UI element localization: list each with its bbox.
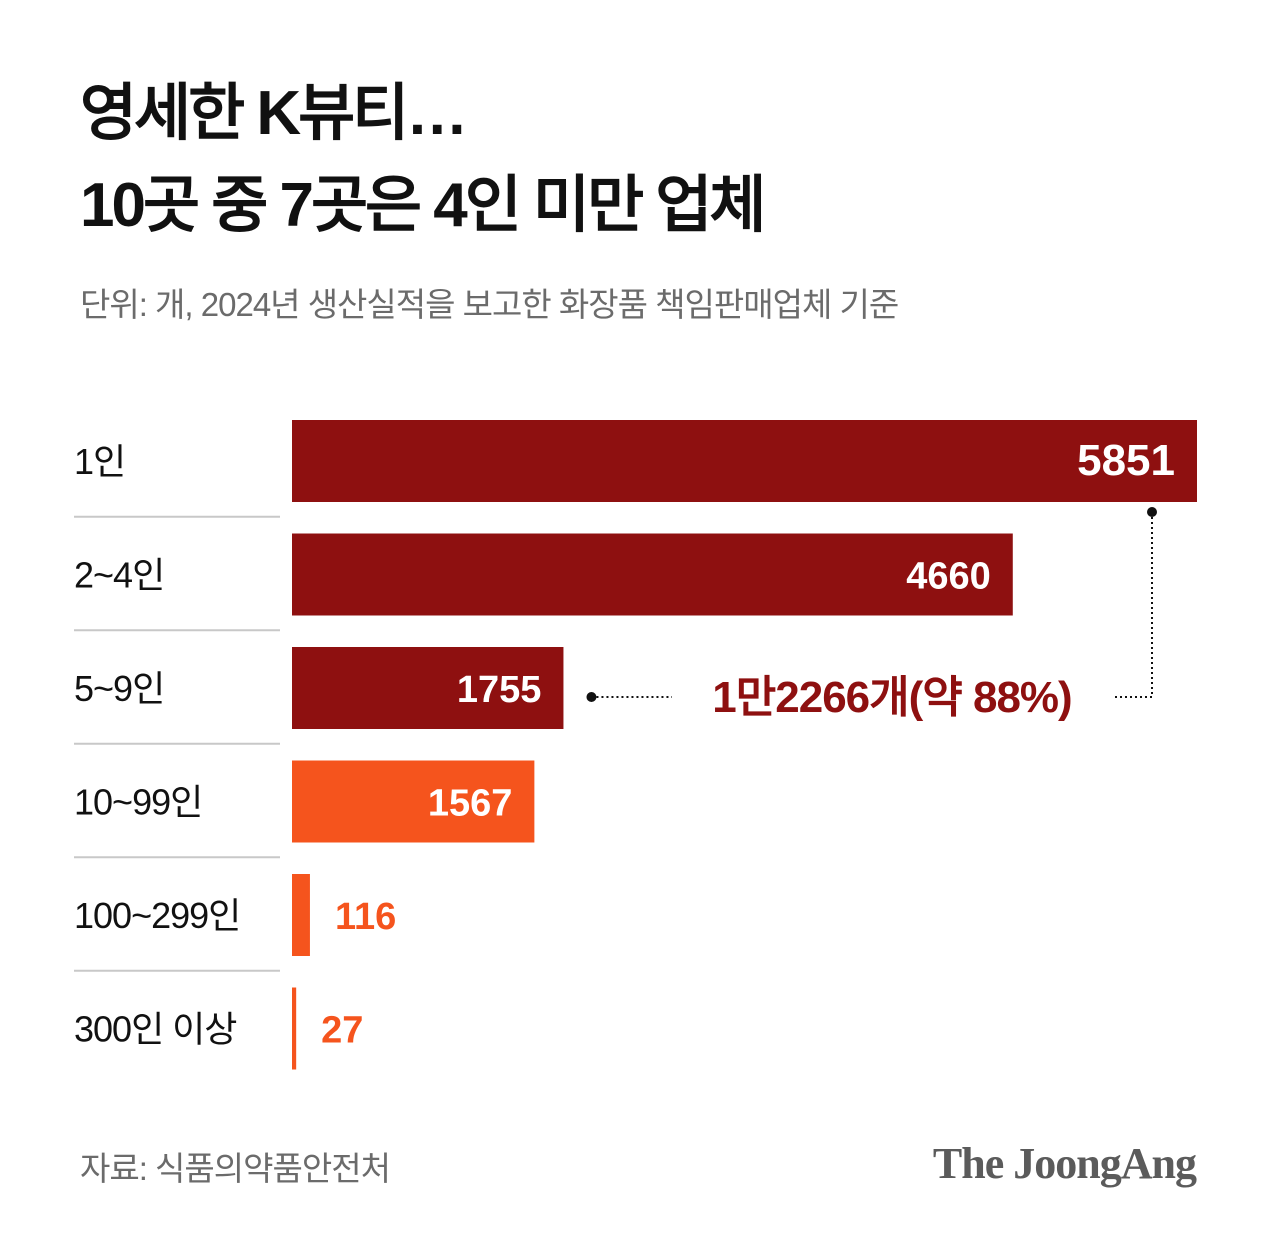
data-label: 116 [335, 896, 396, 938]
category-label: 300인 이상 [74, 1009, 236, 1050]
source-note: 자료: 식품의약품안전처 [80, 1150, 391, 1187]
publisher-logo: The JoongAng [932, 1139, 1197, 1188]
category-label: 100~299인 [74, 895, 240, 936]
annotation-connector [1112, 512, 1153, 698]
category-label: 1인 [74, 441, 125, 482]
data-label: 1567 [428, 783, 513, 825]
data-label: 1755 [457, 669, 542, 711]
chart-subtitle: 단위: 개, 2024년 생산실적을 보고한 화장품 책임판매업체 기준 [80, 286, 899, 323]
category-label: 2~4인 [74, 555, 164, 596]
category-label: 10~99인 [74, 782, 202, 823]
title-line-1: 영세한 K뷰티… [80, 79, 468, 148]
bar [292, 987, 297, 1070]
chart-title: 영세한 K뷰티… 10곳 중 7곳은 4인 미만 업체 [80, 68, 766, 252]
title-line-2: 10곳 중 7곳은 4인 미만 업체 [80, 171, 766, 240]
bar [292, 760, 535, 843]
data-label: 5851 [1077, 436, 1175, 485]
bar [292, 874, 310, 956]
annotation-label: 1만2266개(약 88%) [712, 673, 1071, 722]
data-label: 4660 [906, 556, 991, 598]
data-label: 27 [321, 1010, 363, 1052]
bar [292, 533, 1013, 616]
category-label: 5~9인 [74, 668, 164, 709]
bar [292, 647, 564, 729]
bar [292, 420, 1197, 502]
